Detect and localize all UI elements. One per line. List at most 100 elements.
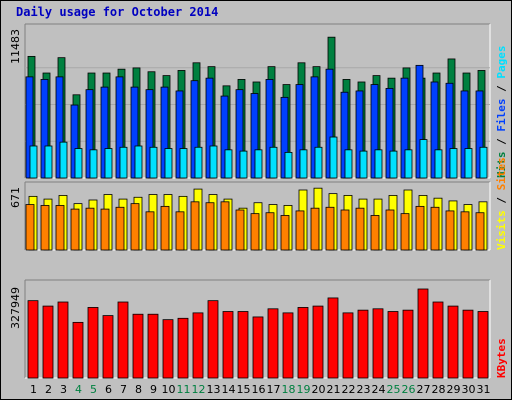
kbytes-bar-day-21 xyxy=(327,297,339,379)
day-label-5: 5 xyxy=(90,383,97,396)
sites-bar-day-30 xyxy=(460,211,470,251)
pages-bar-day-6 xyxy=(104,148,113,179)
sites-bar-day-3 xyxy=(55,205,65,251)
sites-bar-day-11 xyxy=(175,211,185,251)
kbytes-bar-day-29 xyxy=(447,305,459,379)
pages-bar-day-24 xyxy=(374,149,383,179)
sites-bar-day-21 xyxy=(325,206,335,251)
day-label-9: 9 xyxy=(150,383,157,396)
day-label-19: 19 xyxy=(297,383,311,396)
sites-bar-day-2 xyxy=(40,205,50,251)
sites-bar-day-6 xyxy=(100,208,110,251)
files-bar-day-5 xyxy=(85,89,94,179)
kbytes-bar-day-30 xyxy=(462,309,474,379)
kbytes-bar-day-31 xyxy=(477,311,489,379)
pages-bar-day-2 xyxy=(44,145,53,179)
sites-bar-day-1 xyxy=(25,204,35,251)
kbytes-bar-day-6 xyxy=(102,315,114,379)
legend-hits-files-pages-part: / xyxy=(495,79,508,99)
legend-hits-files-pages-part: Files xyxy=(495,99,508,132)
files-bar-day-31 xyxy=(475,90,484,179)
pages-bar-day-30 xyxy=(464,148,473,179)
pages-bar-day-16 xyxy=(254,149,263,179)
sites-bar-day-12 xyxy=(190,201,200,251)
pages-bar-day-13 xyxy=(209,145,218,179)
files-bar-day-7 xyxy=(115,76,124,179)
files-bar-day-17 xyxy=(265,79,274,179)
sites-bar-day-24 xyxy=(370,215,380,251)
kbytes-bar-day-26 xyxy=(402,309,414,379)
files-bar-day-19 xyxy=(295,84,304,179)
day-label-1: 1 xyxy=(30,383,37,396)
max-label-kbytes: 327949 xyxy=(9,287,22,329)
files-bar-day-4 xyxy=(70,104,79,179)
chart-title: Daily usage for October 2014 xyxy=(16,5,219,19)
kbytes-bar-day-10 xyxy=(162,319,174,379)
files-bar-day-30 xyxy=(460,90,469,179)
day-label-28: 28 xyxy=(432,383,446,396)
files-bar-day-15 xyxy=(235,89,244,179)
files-bar-day-23 xyxy=(355,90,364,179)
sites-bar-day-13 xyxy=(205,202,215,251)
files-bar-day-25 xyxy=(385,87,394,179)
pages-bar-day-29 xyxy=(449,148,458,179)
pages-bar-day-11 xyxy=(179,148,188,179)
pages-bar-day-10 xyxy=(164,148,173,179)
day-label-3: 3 xyxy=(60,383,67,396)
sites-bar-day-31 xyxy=(475,212,485,251)
files-bar-day-14 xyxy=(220,95,229,179)
day-label-30: 30 xyxy=(462,383,476,396)
files-bar-day-8 xyxy=(130,86,139,179)
sites-bar-day-20 xyxy=(310,207,320,251)
day-label-20: 20 xyxy=(312,383,326,396)
day-label-4: 4 xyxy=(75,383,82,396)
pages-bar-day-5 xyxy=(89,149,98,179)
sites-bar-day-29 xyxy=(445,210,455,251)
sites-bar-day-15 xyxy=(235,209,245,251)
day-label-18: 18 xyxy=(282,383,296,396)
day-label-27: 27 xyxy=(417,383,431,396)
legend-kbytes: KBytes xyxy=(495,338,508,378)
pages-bar-day-21 xyxy=(329,136,338,179)
kbytes-bar-day-7 xyxy=(117,301,129,379)
kbytes-bar-day-24 xyxy=(372,308,384,379)
pages-bar-day-27 xyxy=(419,139,428,179)
pages-bar-day-8 xyxy=(134,145,143,179)
sites-bar-day-10 xyxy=(160,205,170,251)
files-bar-day-12 xyxy=(190,80,199,179)
day-label-16: 16 xyxy=(252,383,266,396)
kbytes-bar-day-8 xyxy=(132,313,144,379)
sites-bar-day-14 xyxy=(220,201,230,251)
kbytes-bar-day-16 xyxy=(252,316,264,379)
kbytes-bar-day-1 xyxy=(27,300,39,379)
files-bar-day-27 xyxy=(415,64,424,179)
day-label-17: 17 xyxy=(267,383,281,396)
day-label-22: 22 xyxy=(342,383,356,396)
pages-bar-day-23 xyxy=(359,150,368,179)
legend-kbytes-part: KBytes xyxy=(495,338,508,378)
day-label-13: 13 xyxy=(207,383,221,396)
kbytes-bar-day-18 xyxy=(282,312,294,379)
kbytes-bar-day-28 xyxy=(432,301,444,379)
kbytes-bar-day-20 xyxy=(312,305,324,379)
files-bar-day-1 xyxy=(25,76,34,179)
kbytes-bar-day-3 xyxy=(57,301,69,379)
day-label-15: 15 xyxy=(237,383,251,396)
files-bar-day-21 xyxy=(325,68,334,179)
sites-bar-day-4 xyxy=(70,208,80,251)
kbytes-bar-day-12 xyxy=(192,312,204,379)
max-label-hits: 11483 xyxy=(9,29,22,64)
pages-bar-day-28 xyxy=(434,149,443,179)
files-bar-day-18 xyxy=(280,96,289,179)
day-label-12: 12 xyxy=(192,383,206,396)
pages-bar-day-9 xyxy=(149,146,158,179)
files-bar-day-13 xyxy=(205,77,214,179)
day-label-21: 21 xyxy=(327,383,341,396)
pages-bar-day-26 xyxy=(404,149,413,179)
pages-bar-day-17 xyxy=(269,146,278,179)
legend-hits-files-pages-part: Hits xyxy=(495,152,508,179)
files-bar-day-3 xyxy=(55,76,64,179)
sites-bar-day-5 xyxy=(85,207,95,251)
files-bar-day-29 xyxy=(445,82,454,179)
